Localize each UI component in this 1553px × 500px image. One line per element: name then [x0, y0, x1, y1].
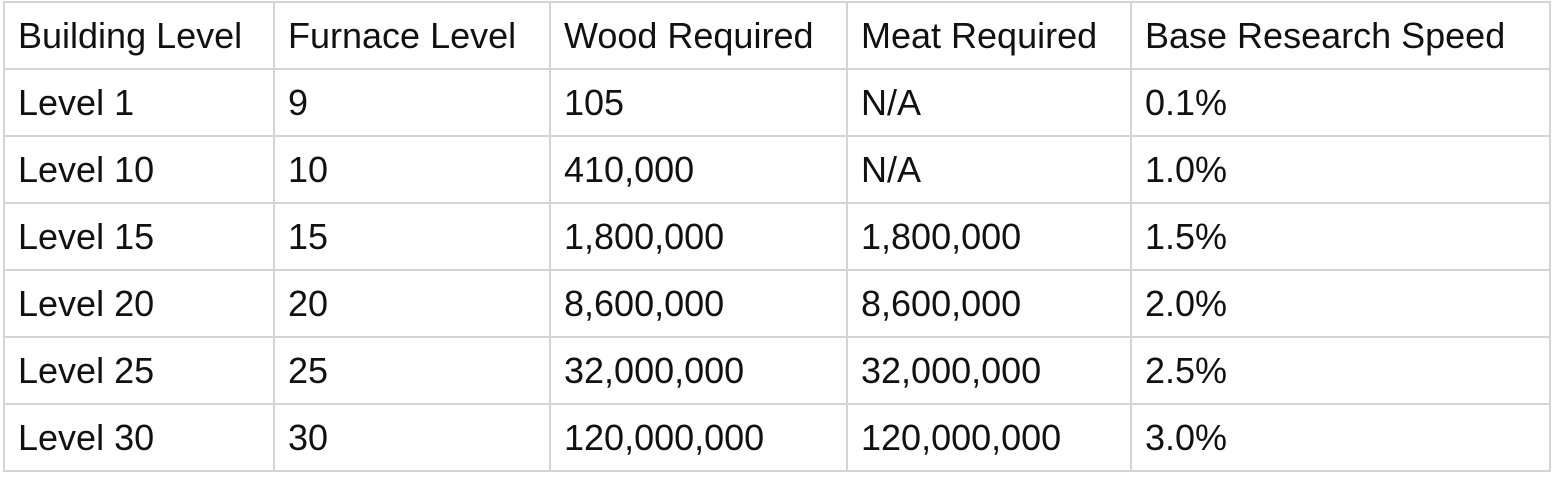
cell-base-research-speed: 3.0%: [1130, 403, 1551, 472]
cell-wood-required: 8,600,000: [549, 269, 848, 338]
cell-meat-required: 8,600,000: [846, 269, 1132, 338]
table-row: Level 30 30 120,000,000 120,000,000 3.0%: [3, 403, 1551, 472]
cell-building-level: Level 25: [3, 336, 275, 405]
cell-building-level: Level 10: [3, 135, 275, 204]
cell-meat-required: N/A: [846, 68, 1132, 137]
table-row: Level 15 15 1,800,000 1,800,000 1.5%: [3, 202, 1551, 271]
cell-furnace-level: 15: [273, 202, 551, 271]
table-row: Level 20 20 8,600,000 8,600,000 2.0%: [3, 269, 1551, 338]
table-row: Level 10 10 410,000 N/A 1.0%: [3, 135, 1551, 204]
header-row: Building Level Furnace Level Wood Required…: [3, 1, 1551, 70]
cell-building-level: Level 15: [3, 202, 275, 271]
column-header-wood-required: Wood Required: [549, 1, 848, 70]
cell-wood-required: 120,000,000: [549, 403, 848, 472]
cell-meat-required: 1,800,000: [846, 202, 1132, 271]
column-header-furnace-level: Furnace Level: [273, 1, 551, 70]
cell-base-research-speed: 1.5%: [1130, 202, 1551, 271]
cell-building-level: Level 30: [3, 403, 275, 472]
column-header-meat-required: Meat Required: [846, 1, 1132, 70]
cell-furnace-level: 25: [273, 336, 551, 405]
column-header-building-level: Building Level: [3, 1, 275, 70]
cell-base-research-speed: 1.0%: [1130, 135, 1551, 204]
cell-base-research-speed: 2.0%: [1130, 269, 1551, 338]
cell-wood-required: 105: [549, 68, 848, 137]
table-row: Level 25 25 32,000,000 32,000,000 2.5%: [3, 336, 1551, 405]
cell-meat-required: 120,000,000: [846, 403, 1132, 472]
column-header-base-research-speed: Base Research Speed: [1130, 1, 1551, 70]
cell-furnace-level: 20: [273, 269, 551, 338]
cell-meat-required: 32,000,000: [846, 336, 1132, 405]
building-level-table: Building Level Furnace Level Wood Required…: [3, 1, 1551, 472]
cell-building-level: Level 1: [3, 68, 275, 137]
cell-meat-required: N/A: [846, 135, 1132, 204]
cell-wood-required: 410,000: [549, 135, 848, 204]
cell-wood-required: 32,000,000: [549, 336, 848, 405]
table-row: Level 1 9 105 N/A 0.1%: [3, 68, 1551, 137]
cell-base-research-speed: 0.1%: [1130, 68, 1551, 137]
cell-wood-required: 1,800,000: [549, 202, 848, 271]
cell-furnace-level: 30: [273, 403, 551, 472]
cell-furnace-level: 9: [273, 68, 551, 137]
cell-base-research-speed: 2.5%: [1130, 336, 1551, 405]
cell-building-level: Level 20: [3, 269, 275, 338]
cell-furnace-level: 10: [273, 135, 551, 204]
